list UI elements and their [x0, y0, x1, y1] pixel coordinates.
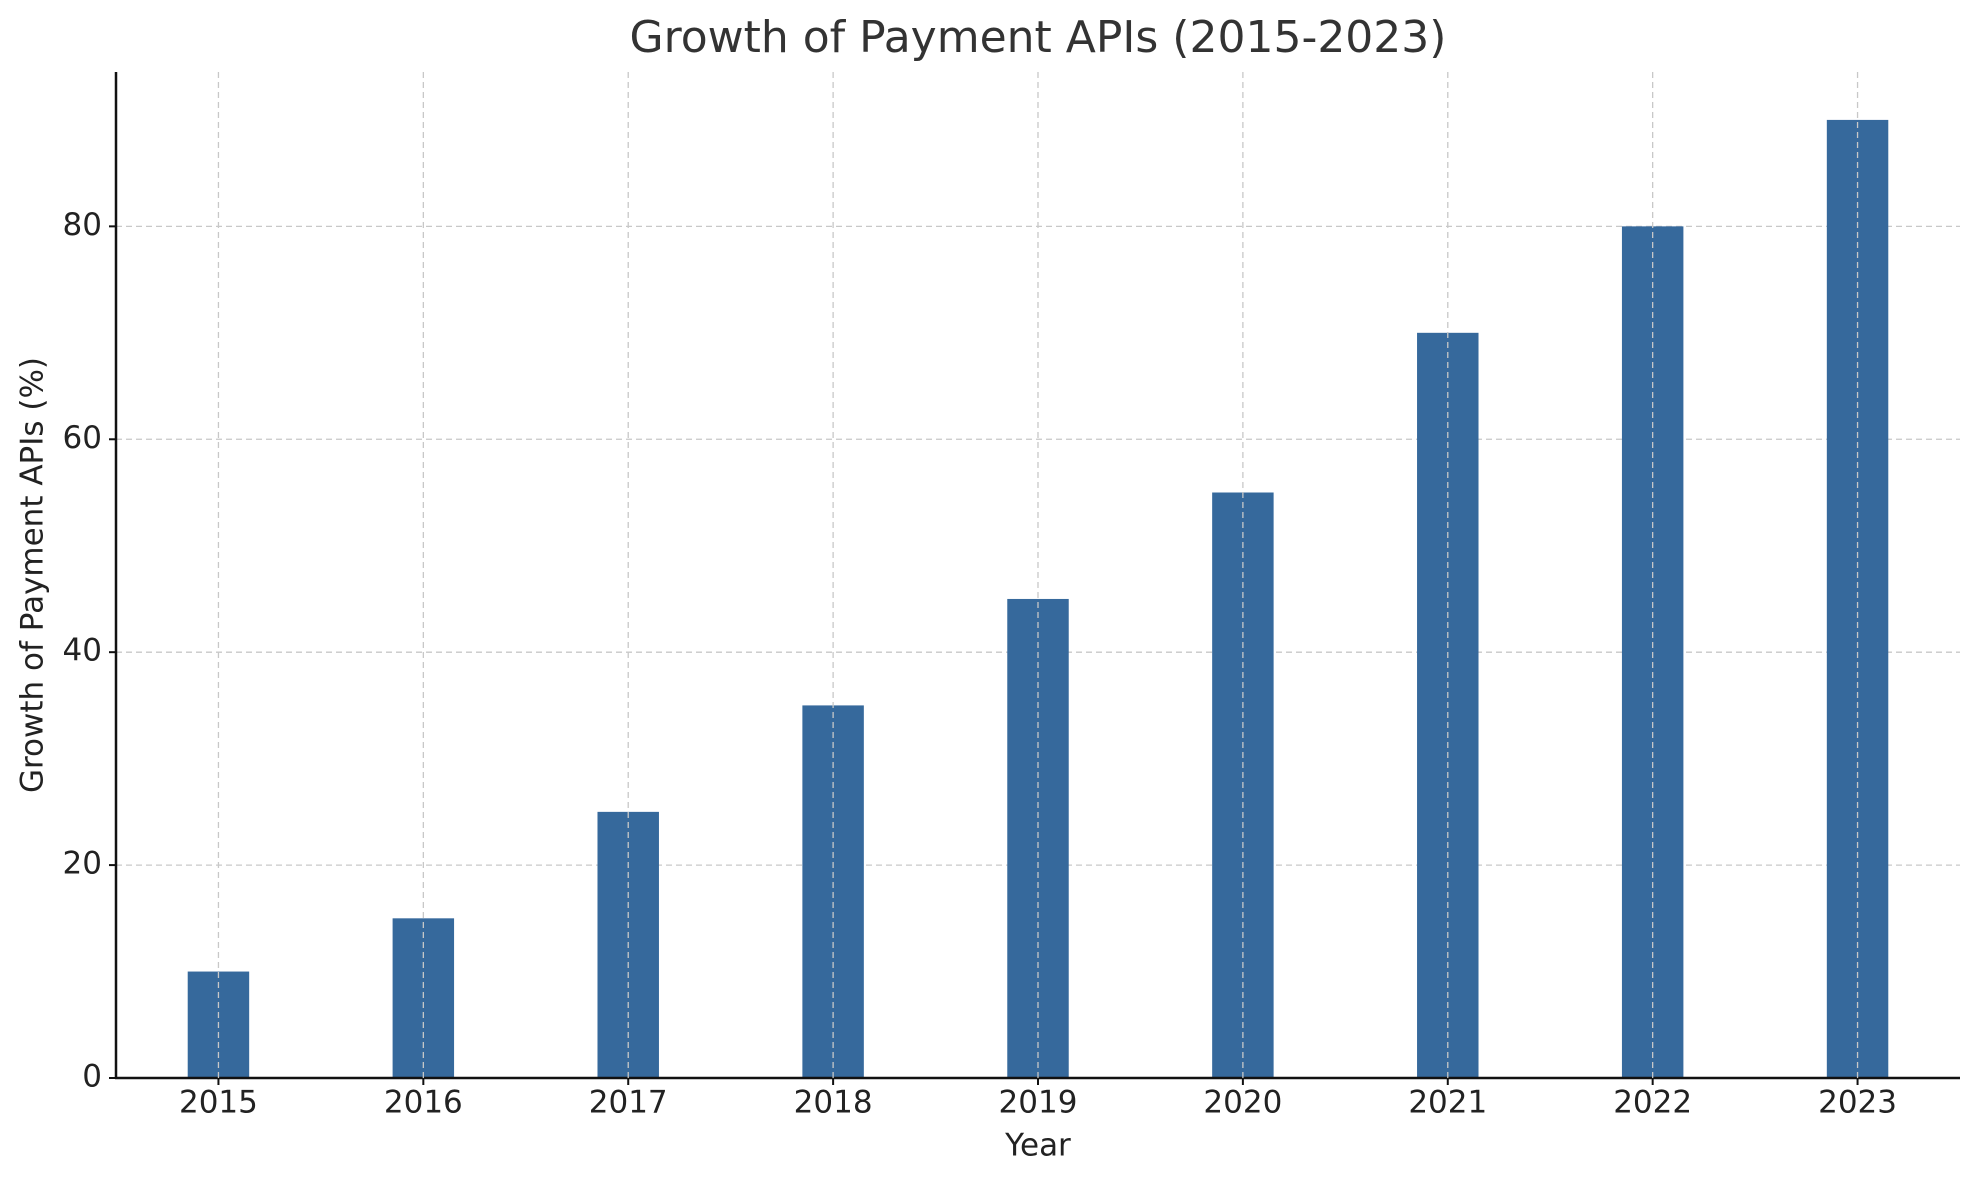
x-tick-label: 2023 [1818, 1085, 1897, 1121]
y-tick-label: 80 [63, 207, 102, 243]
y-axis-label: Growth of Payment APIs (%) [15, 357, 51, 793]
x-axis-label: Year [1004, 1128, 1071, 1164]
y-tick-label: 40 [63, 633, 102, 669]
x-tick-label: 2022 [1613, 1085, 1692, 1121]
x-tick-label: 2016 [384, 1085, 463, 1121]
x-tick-label: 2015 [179, 1085, 258, 1121]
bar [1007, 598, 1069, 1078]
chart-title: Growth of Payment APIs (2015-2023) [630, 12, 1447, 63]
y-tick-label: 60 [63, 420, 102, 456]
x-tick-label: 2017 [589, 1085, 668, 1121]
y-tick-label: 0 [82, 1059, 102, 1095]
bar [1826, 119, 1889, 1078]
y-tick-label: 20 [63, 846, 102, 882]
x-tick-label: 2019 [999, 1085, 1078, 1121]
x-tick-label: 2021 [1408, 1085, 1487, 1121]
x-tick-label: 2018 [794, 1085, 873, 1121]
x-tick-label: 2020 [1203, 1085, 1282, 1121]
ticks: 0 20 40 60 80 2015 2016 2017 2018 2019 2020 2021 202… [63, 207, 1897, 1121]
